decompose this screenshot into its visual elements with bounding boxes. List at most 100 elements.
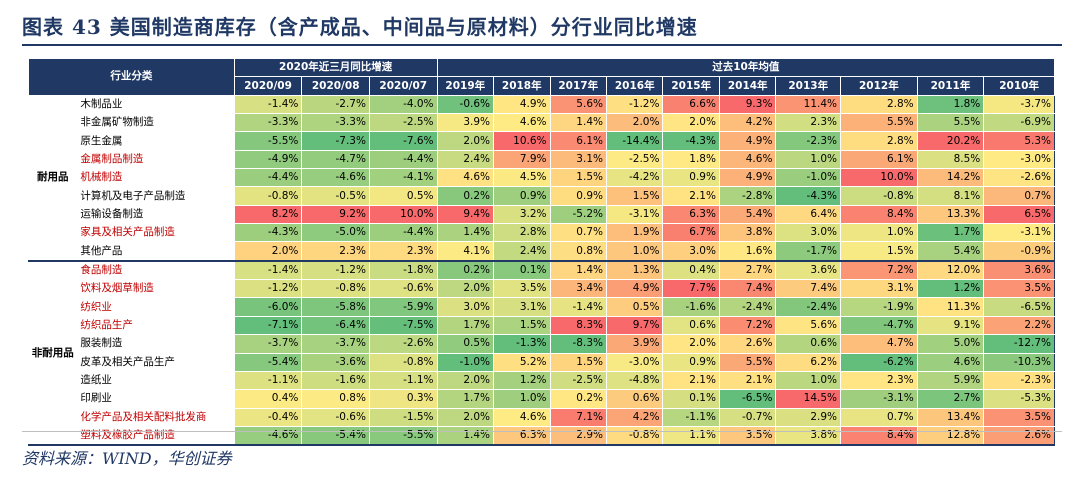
industry-label: 非金属矿物制造	[76, 113, 235, 133]
value-cell: -8.3%	[549, 334, 607, 354]
value-cell: 12.8%	[916, 425, 985, 447]
column-header: 2019年	[436, 76, 495, 96]
column-header: 2011年	[916, 76, 985, 96]
value-cell: 1.0%	[493, 389, 551, 409]
value-cell: -12.7%	[983, 334, 1055, 354]
value-cell: 0.6%	[775, 334, 841, 354]
industry-label: 计算机及电子产品制造	[76, 186, 235, 206]
value-cell: 6.4%	[775, 204, 841, 225]
table-row: 运输设备制造 8.2% 9.2% 10.0% 9.4% 3.2% -5.2% -3.1% 6.3…	[29, 204, 1055, 225]
value-cell: -2.5%	[549, 370, 607, 391]
value-cell: -2.4%	[775, 297, 841, 317]
table-row: 耐用品 木制品业 -1.4% -2.7% -4.0% -0.6% 4.9% 5.6% -1.2%…	[27, 94, 1055, 262]
value-cell: 1.0%	[775, 149, 841, 170]
value-cell: -10.3%	[983, 352, 1055, 372]
value-cell: 5.4%	[916, 241, 985, 262]
value-cell: -2.5%	[605, 149, 664, 170]
column-header: 2018年	[493, 76, 551, 96]
value-cell: -3.0%	[605, 352, 664, 372]
value-cell: 3.0%	[662, 241, 720, 262]
value-cell: 2.1%	[662, 186, 720, 206]
industry-label: 其他产品	[76, 241, 235, 262]
value-cell: 2.6%	[983, 425, 1055, 447]
value-cell: 2.8%	[840, 131, 918, 151]
header-group-average: 过去10年均值	[436, 57, 1056, 78]
value-cell: 4.9%	[718, 131, 777, 151]
value-cell: 14.2%	[916, 168, 985, 188]
value-cell: 5.6%	[775, 315, 841, 336]
value-cell: 4.6%	[916, 352, 985, 372]
value-cell: 8.5%	[916, 149, 985, 170]
value-cell: 3.8%	[718, 223, 777, 243]
value-cell: -6.4%	[301, 315, 370, 336]
value-cell: 3.1%	[549, 149, 607, 170]
value-cell: 5.9%	[916, 370, 985, 391]
value-cell: 3.5%	[983, 279, 1055, 299]
value-cell: 1.4%	[436, 425, 495, 447]
value-cell: -5.5%	[233, 131, 303, 151]
value-cell: 6.3%	[493, 425, 551, 447]
value-cell: 0.4%	[662, 260, 720, 281]
value-cell: 2.0%	[233, 241, 303, 262]
value-cell: -2.5%	[368, 113, 438, 133]
value-cell: -1.1%	[662, 407, 720, 427]
value-cell: 2.4%	[493, 241, 551, 262]
value-cell: 9.3%	[718, 94, 777, 115]
value-cell: 1.8%	[916, 94, 985, 115]
value-cell: -5.3%	[983, 389, 1055, 409]
table-row: 化学产品及相关配料批发商 -0.4% -0.6% -1.5% 2.0% 4.6% 7.1% 4…	[29, 407, 1055, 427]
value-cell: 6.5%	[983, 204, 1055, 225]
table-row: 其他产品 2.0% 2.3% 2.3% 4.1% 2.4% 0.8% 1.0% 3.0% 1.6%…	[29, 241, 1055, 262]
value-cell: 3.0%	[436, 297, 495, 317]
value-cell: -0.4%	[233, 407, 303, 427]
value-cell: 9.4%	[436, 204, 495, 225]
value-cell: -0.8%	[233, 186, 303, 206]
value-cell: -4.3%	[775, 186, 841, 206]
value-cell: 7.1%	[549, 407, 607, 427]
value-cell: -4.7%	[301, 149, 370, 170]
value-cell: 5.2%	[493, 352, 551, 372]
value-cell: -6.5%	[718, 389, 777, 409]
value-cell: 3.9%	[605, 334, 664, 354]
value-cell: 2.8%	[493, 223, 551, 243]
value-cell: 13.4%	[916, 407, 985, 427]
value-cell: 0.5%	[436, 334, 495, 354]
value-cell: -0.5%	[301, 186, 370, 206]
value-cell: -1.7%	[775, 241, 841, 262]
value-cell: -0.6%	[301, 407, 370, 427]
industry-label: 金属制品制造	[76, 149, 235, 170]
value-cell: 3.6%	[983, 260, 1055, 281]
value-cell: 2.1%	[662, 370, 720, 391]
value-cell: -7.3%	[301, 131, 370, 151]
value-cell: 2.0%	[436, 407, 495, 427]
industry-label: 皮革及相关产品生产	[76, 352, 235, 372]
value-cell: 1.6%	[718, 241, 777, 262]
value-cell: -1.1%	[368, 370, 438, 391]
value-cell: -0.6%	[436, 94, 495, 115]
value-cell: 7.4%	[775, 279, 841, 299]
heatmap-table: 行业分类 2020年近三月同比增速 过去10年均值 2020/09 2020/08…	[27, 57, 1056, 447]
value-cell: 13.3%	[916, 204, 985, 225]
value-cell: -1.2%	[233, 279, 303, 299]
column-header-row: 2020/09 2020/08 2020/07 2019年 2018年 2017年 2016…	[29, 76, 1055, 96]
value-cell: 0.8%	[549, 241, 607, 262]
value-cell: -1.1%	[233, 370, 303, 391]
value-cell: 6.1%	[840, 149, 918, 170]
table-row: 纺织业 -6.0% -5.8% -5.9% 3.0% 3.1% -1.4% 0.5% -1.6%…	[29, 297, 1055, 317]
value-cell: 2.0%	[662, 334, 720, 354]
value-cell: 1.5%	[493, 315, 551, 336]
value-cell: 2.7%	[916, 389, 985, 409]
value-cell: 7.2%	[840, 260, 918, 281]
value-cell: -4.8%	[605, 370, 664, 391]
value-cell: -4.4%	[368, 149, 438, 170]
value-cell: 1.7%	[916, 223, 985, 243]
value-cell: 6.3%	[662, 204, 720, 225]
value-cell: 1.5%	[549, 168, 607, 188]
value-cell: 1.8%	[662, 149, 720, 170]
value-cell: -2.8%	[718, 186, 777, 206]
source-note: 资料来源：WIND，华创证券	[22, 449, 232, 468]
value-cell: 0.6%	[662, 315, 720, 336]
value-cell: -2.6%	[983, 168, 1055, 188]
value-cell: 20.2%	[916, 131, 985, 151]
value-cell: -1.3%	[493, 334, 551, 354]
